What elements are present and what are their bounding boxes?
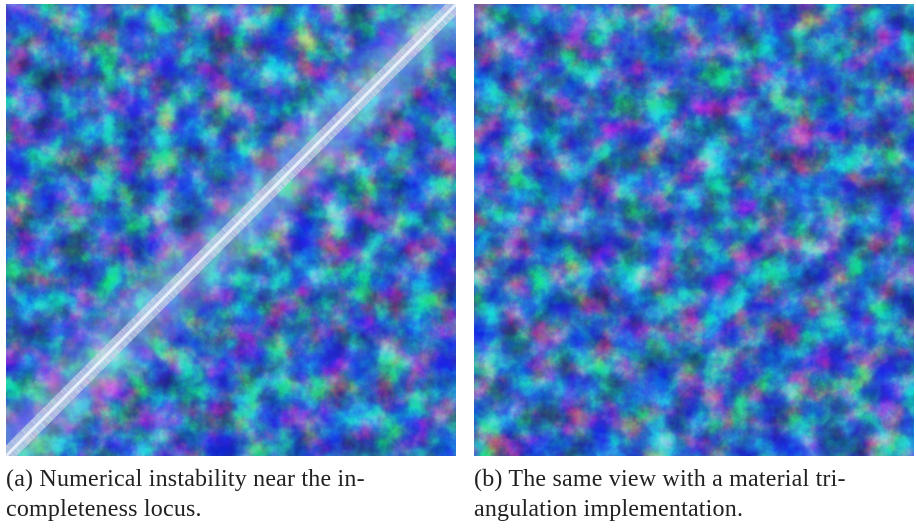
caption-b-line1: (b) The same view with a material tri- (474, 466, 846, 492)
fractal-render-unstable (6, 4, 456, 456)
caption-b-line2: angulation implementation. (474, 496, 744, 522)
caption-a-line2: completeness locus. (6, 496, 202, 522)
fractal-render-stable (474, 4, 914, 456)
caption-b: (b) The same view with a material tri- a… (474, 464, 914, 524)
figure-panel-a: (a) Numerical instability near the in- c… (6, 4, 456, 524)
figure-panel-b: (b) The same view with a material tri- a… (474, 4, 914, 524)
caption-a: (a) Numerical instability near the in- c… (6, 464, 456, 524)
caption-a-line1: (a) Numerical instability near the in- (6, 466, 365, 492)
